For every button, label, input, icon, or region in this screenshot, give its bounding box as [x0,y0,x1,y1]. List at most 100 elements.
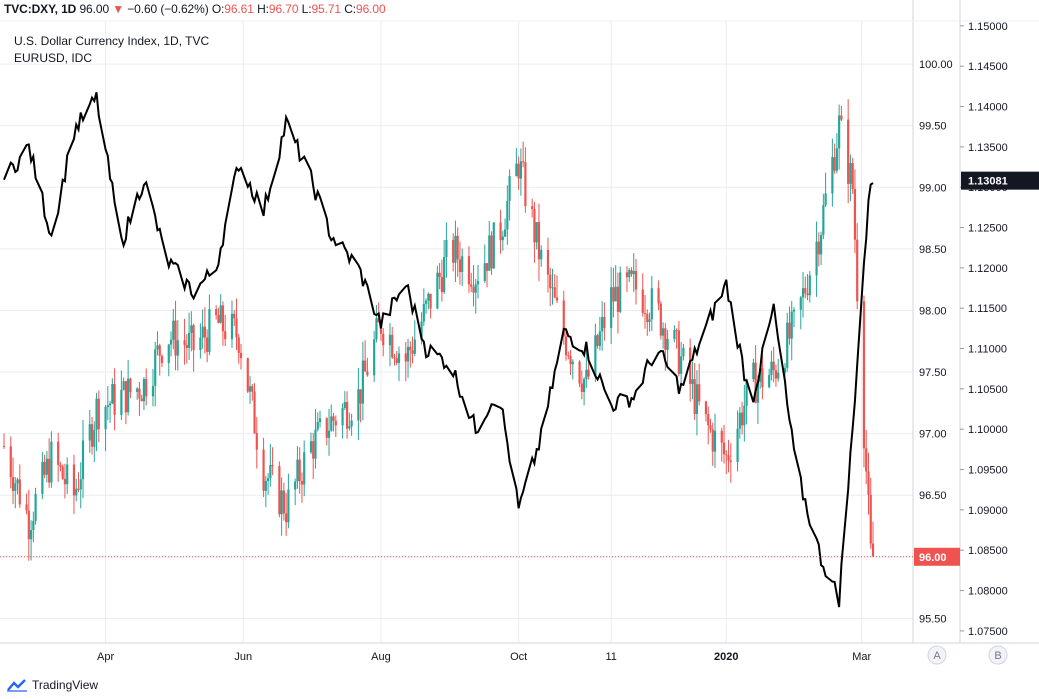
candle-body [366,371,369,376]
candle [45,451,48,483]
candle [278,461,281,518]
candle [388,323,392,367]
scale-button-a[interactable] [927,645,947,665]
candle [11,457,15,505]
candle [375,304,378,343]
candle [154,341,157,407]
candle-body [580,383,583,392]
candle-body [689,347,692,384]
candle [551,268,554,305]
candle [75,478,78,502]
candle [350,413,353,436]
candle-body [201,326,204,338]
candle [438,262,441,290]
candle-body [239,352,243,359]
candle-body [108,403,112,406]
candle [808,271,811,303]
candle [174,300,177,371]
candle-body [79,479,82,490]
candle [160,354,164,368]
candle [815,221,818,297]
candle-body [95,398,98,430]
candle [540,245,543,267]
brand-name: TradingView [32,678,99,692]
axis-b-tick-label: 1.13500 [968,142,1008,154]
candle-body [440,276,443,293]
candle-body [61,466,64,479]
candle [630,267,633,277]
x-tick-label: 2020 [714,651,738,663]
candle-body [375,318,378,340]
symbol-header: TVC:DXY, 1D 96.00 ▼ −0.60 (−0.62%) O:96.… [4,2,386,16]
candle [41,452,44,500]
candle [95,392,98,452]
candle [366,357,369,377]
candle-body [57,441,60,465]
candle [445,222,448,278]
candle-body [709,425,712,430]
candle [248,376,252,404]
candle-body [628,270,631,278]
candle-body [783,367,787,373]
candle [603,302,606,341]
candle-body [206,337,209,352]
candle [79,462,82,509]
candle [508,169,511,221]
candle-body [309,441,313,453]
symbol-name[interactable]: TVC:DXY, 1D [4,2,77,16]
candle [869,477,872,549]
axis-b-tick-label: 1.12000 [968,263,1008,275]
candle-body [413,339,416,354]
candle [404,341,407,382]
candle [533,202,536,263]
candle [332,412,335,432]
candle [569,349,572,376]
candle [334,415,337,438]
candle [314,409,317,469]
scale-button-label: B [994,650,1001,662]
candle-body [824,193,827,206]
candle-body [664,328,667,350]
candle [549,268,552,307]
candle-body [16,479,19,484]
candle [395,350,398,366]
candle [713,413,717,468]
candle-body [682,347,685,357]
candle [865,430,868,485]
tradingview-logo[interactable]: TradingView [6,678,98,692]
axis-b-tick-label: 1.11500 [968,303,1007,315]
candle-body [571,361,574,365]
candle-body [391,334,394,358]
candle [461,248,464,287]
candle [628,268,631,282]
candle-body [348,426,351,429]
candle [345,391,349,439]
axis-a-tick-label: 95.50 [919,613,947,625]
candle-body [865,448,868,472]
candle [736,410,739,472]
candle-body [806,293,809,296]
candle-body [673,330,676,340]
candle [63,463,67,499]
candle-body [675,330,678,332]
candle [2,433,6,449]
candle [598,316,601,351]
candle [643,295,647,329]
scale-button-b[interactable] [988,645,1008,665]
candle-body [77,488,80,490]
candle-body [729,460,732,463]
candle [768,368,771,389]
candle [610,267,613,344]
candle-body [429,293,432,309]
candle-body [282,490,285,514]
candle-body [833,157,836,171]
candle-body [66,464,69,485]
axis-b-tick-label: 1.10000 [968,424,1008,436]
candle [43,454,46,479]
candle-body [643,313,647,315]
candle-body [253,391,256,434]
candle-body [817,241,820,255]
candle-body [531,206,534,209]
candle [801,272,805,318]
